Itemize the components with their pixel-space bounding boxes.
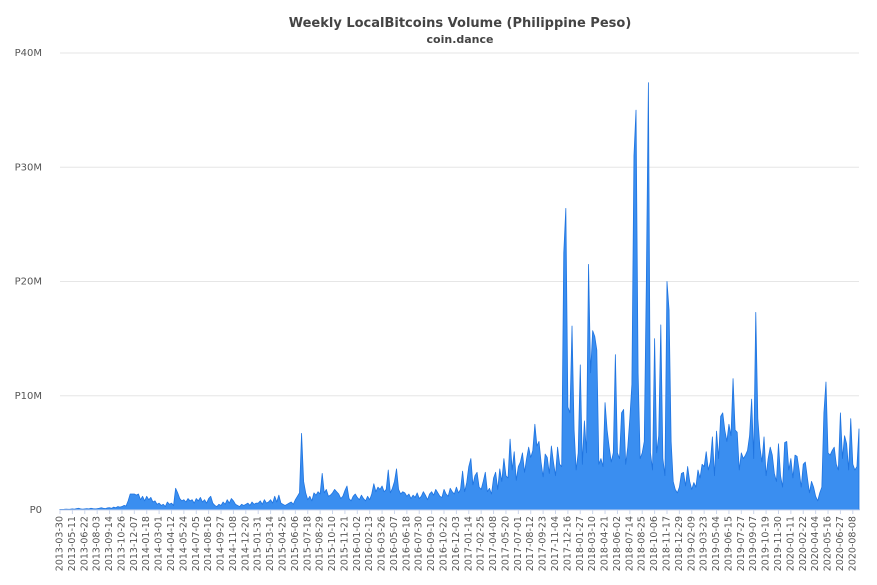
x-tick-label: 2017-12-16: [562, 516, 573, 571]
x-tick-label: 2019-11-30: [773, 516, 784, 571]
x-tick-label: 2020-08-08: [847, 516, 858, 571]
x-tick-label: 2016-09-10: [426, 516, 437, 571]
x-tick-label: 2014-07-05: [191, 516, 202, 571]
x-tick-label: 2018-11-17: [661, 516, 672, 571]
x-tick-label: 2019-09-07: [748, 516, 759, 571]
x-tick-label: 2016-06-18: [401, 516, 412, 571]
x-tick-label: 2016-05-07: [389, 516, 400, 571]
x-tick-label: 2017-02-25: [476, 516, 487, 571]
x-tick-label: 2019-06-15: [723, 516, 734, 571]
chart-title: Weekly LocalBitcoins Volume (Philippine …: [289, 16, 632, 31]
x-tick-label: 2015-08-29: [315, 516, 326, 571]
x-tick-label: 2017-04-08: [488, 516, 499, 571]
x-tick-label: 2016-02-13: [364, 516, 375, 571]
x-tick-label: 2014-12-20: [240, 516, 251, 571]
x-tick-label: 2015-01-31: [253, 516, 264, 571]
x-tick-label: 2018-04-21: [600, 516, 611, 571]
y-tick-label: P10M: [15, 391, 42, 402]
x-tick-label: 2015-11-21: [339, 516, 350, 571]
x-tick-label: 2018-03-10: [587, 516, 598, 571]
x-tick-label: 2013-06-22: [79, 516, 90, 571]
x-tick-label: 2020-05-16: [823, 516, 834, 571]
area: [59, 82, 860, 511]
x-tick-label: 2016-10-22: [439, 516, 450, 571]
x-tick-label: 2019-03-23: [699, 516, 710, 571]
x-tick-label: 2020-01-11: [785, 516, 796, 571]
x-tick-label: 2013-12-07: [129, 516, 140, 571]
x-tick-label: 2014-11-08: [228, 516, 239, 571]
x-tick-label: 2017-11-04: [550, 516, 561, 571]
x-tick-label: 2016-07-30: [414, 516, 425, 571]
x-tick-label: 2020-04-04: [810, 516, 821, 571]
x-tick-label: 2019-02-09: [686, 516, 697, 571]
x-tick-label: 2019-07-27: [736, 516, 747, 571]
x-tick-label: 2014-04-12: [166, 516, 177, 571]
x-tick-label: 2016-12-03: [451, 516, 462, 571]
x-tick-label: 2014-05-24: [178, 516, 189, 571]
x-tick-label: 2018-10-06: [649, 516, 660, 571]
x-tick-label: 2013-05-11: [67, 516, 78, 571]
x-tick-label: 2019-05-04: [711, 516, 722, 571]
x-tick-label: 2018-08-25: [637, 516, 648, 571]
y-tick-label: P30M: [15, 162, 42, 173]
x-tick-label: 2015-04-25: [277, 516, 288, 571]
x-tick-label: 2015-06-06: [290, 516, 301, 571]
x-tick-label: 2019-10-19: [761, 516, 772, 571]
x-tick-label: 2013-09-14: [104, 516, 115, 571]
x-tick-label: 2014-08-16: [203, 516, 214, 571]
x-tick-label: 2013-03-30: [55, 516, 66, 571]
x-tick-label: 2015-03-14: [265, 516, 276, 571]
x-tick-label: 2018-06-02: [612, 516, 623, 571]
x-tick-label: 2016-01-02: [352, 516, 363, 571]
x-tick-label: 2018-01-27: [575, 516, 586, 571]
x-tick-label: 2018-07-14: [624, 516, 635, 571]
x-tick-label: 2014-01-18: [141, 516, 152, 571]
x-tick-label: 2017-07-01: [513, 516, 524, 571]
x-tick-label: 2020-02-22: [798, 516, 809, 571]
x-tick-label: 2017-09-23: [538, 516, 549, 571]
x-tick-label: 2017-08-12: [525, 516, 536, 571]
x-tick-label: 2014-03-01: [154, 516, 165, 571]
x-tick-label: 2017-01-14: [463, 516, 474, 571]
x-tick-label: 2014-09-27: [216, 516, 227, 571]
x-tick-label: 2013-10-26: [116, 516, 127, 571]
x-tick-label: 2013-08-03: [92, 516, 103, 571]
chart-subtitle: coin.dance: [427, 33, 494, 46]
x-tick-label: 2018-12-29: [674, 516, 685, 571]
y-tick-label: P40M: [15, 48, 42, 59]
x-tick-label: 2017-05-20: [500, 516, 511, 571]
x-tick-label: 2020-06-27: [835, 516, 846, 571]
y-tick-label: P0: [30, 505, 42, 516]
x-tick-label: 2015-07-18: [302, 516, 313, 571]
x-tick-label: 2016-03-26: [377, 516, 388, 571]
y-tick-label: P20M: [15, 277, 42, 288]
x-tick-label: 2015-10-10: [327, 516, 338, 571]
